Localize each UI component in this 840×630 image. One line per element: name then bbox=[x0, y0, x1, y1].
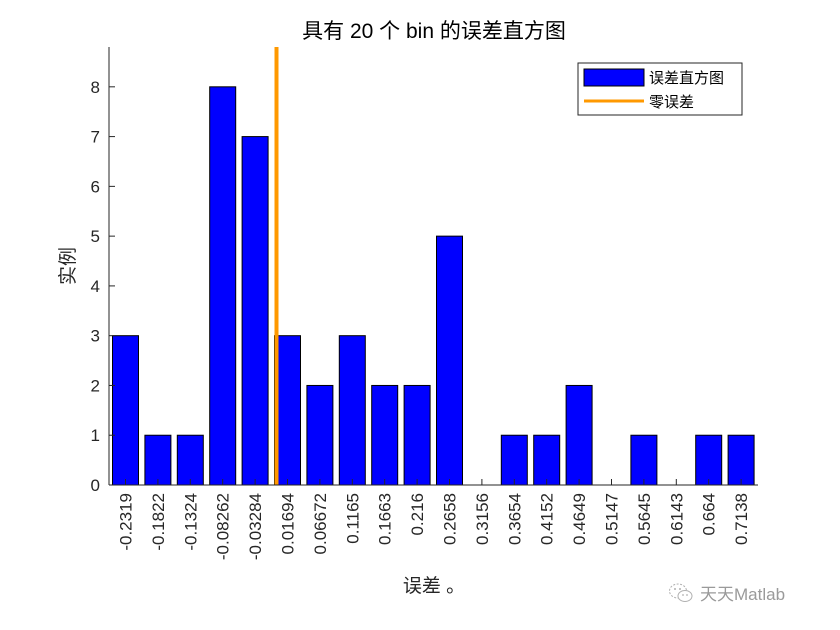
x-tick-label: 0.3654 bbox=[505, 493, 524, 545]
x-tick-label: 0.216 bbox=[408, 493, 427, 536]
x-tick-label: 0.6143 bbox=[667, 493, 686, 545]
histogram-bar bbox=[565, 384, 593, 486]
watermark-text: 天天Matlab bbox=[700, 585, 786, 604]
wechat-icon bbox=[669, 583, 693, 602]
y-tick-label: 7 bbox=[91, 128, 100, 147]
x-tick-label: -0.1324 bbox=[181, 493, 200, 551]
histogram-bar bbox=[371, 384, 399, 486]
legend-label-histogram: 误差直方图 bbox=[649, 70, 724, 87]
x-tick-label: -0.03284 bbox=[246, 493, 265, 560]
legend: 误差直方图 零误差 bbox=[577, 62, 743, 116]
histogram-bar bbox=[436, 235, 463, 486]
y-tick-label: 2 bbox=[91, 376, 100, 395]
x-tick-label: 0.1663 bbox=[376, 493, 395, 545]
x-tick-label: 0.4649 bbox=[570, 493, 589, 545]
y-tick-label: 1 bbox=[91, 426, 100, 445]
x-tick-label: 0.5147 bbox=[603, 493, 622, 545]
legend-label-zero-error: 零误差 bbox=[649, 94, 694, 111]
x-tick-label: 0.01694 bbox=[279, 493, 298, 554]
y-axis: 0 1 2 3 4 5 6 7 8 bbox=[91, 47, 115, 495]
x-tick-label: 0.1165 bbox=[343, 493, 362, 544]
bars bbox=[112, 86, 755, 486]
x-tick-label: 0.06672 bbox=[311, 493, 330, 554]
histogram-bar bbox=[112, 335, 139, 486]
histogram-bar bbox=[144, 434, 172, 486]
x-tick-label: 0.7138 bbox=[732, 493, 751, 545]
x-axis: -0.2319 -0.1822 -0.1324 -0.08262 -0.03284 0.0… bbox=[109, 479, 758, 560]
histogram-bar bbox=[727, 434, 755, 486]
y-tick-label: 6 bbox=[91, 177, 100, 196]
watermark: 天天Matlab bbox=[668, 580, 785, 605]
histogram-bar bbox=[630, 434, 658, 486]
x-tick-label: -0.2319 bbox=[117, 493, 136, 551]
histogram-bar bbox=[338, 335, 366, 486]
y-tick-label: 3 bbox=[91, 327, 100, 346]
x-tick-label: 0.664 bbox=[700, 493, 719, 536]
legend-bar-swatch bbox=[583, 68, 645, 87]
y-tick-label: 4 bbox=[91, 277, 100, 296]
histogram-bar bbox=[403, 384, 431, 486]
histogram-bar bbox=[306, 384, 334, 486]
y-axis-label: 实例 bbox=[57, 247, 79, 285]
histogram-bar bbox=[241, 136, 269, 486]
histogram-bar bbox=[209, 86, 237, 486]
y-tick-label: 8 bbox=[91, 78, 100, 97]
x-tick-label: -0.08262 bbox=[214, 493, 233, 560]
y-tick-label: 5 bbox=[91, 227, 100, 246]
histogram-bar bbox=[533, 434, 561, 486]
x-tick-label: -0.1822 bbox=[149, 493, 168, 551]
x-tick-label: 0.2658 bbox=[441, 493, 460, 545]
chart-title: 具有 20 个 bin 的误差直方图 bbox=[302, 20, 566, 43]
histogram-bar bbox=[274, 335, 301, 486]
histogram-bar bbox=[695, 434, 723, 486]
x-tick-label: 0.5645 bbox=[635, 493, 654, 545]
y-tick-label: 0 bbox=[91, 476, 100, 495]
histogram-bar bbox=[176, 434, 204, 486]
x-tick-label: 0.3156 bbox=[473, 493, 492, 545]
x-axis-label: 误差 。 bbox=[403, 575, 465, 597]
histogram-bar bbox=[500, 434, 528, 486]
x-tick-label: 0.4152 bbox=[538, 493, 557, 545]
